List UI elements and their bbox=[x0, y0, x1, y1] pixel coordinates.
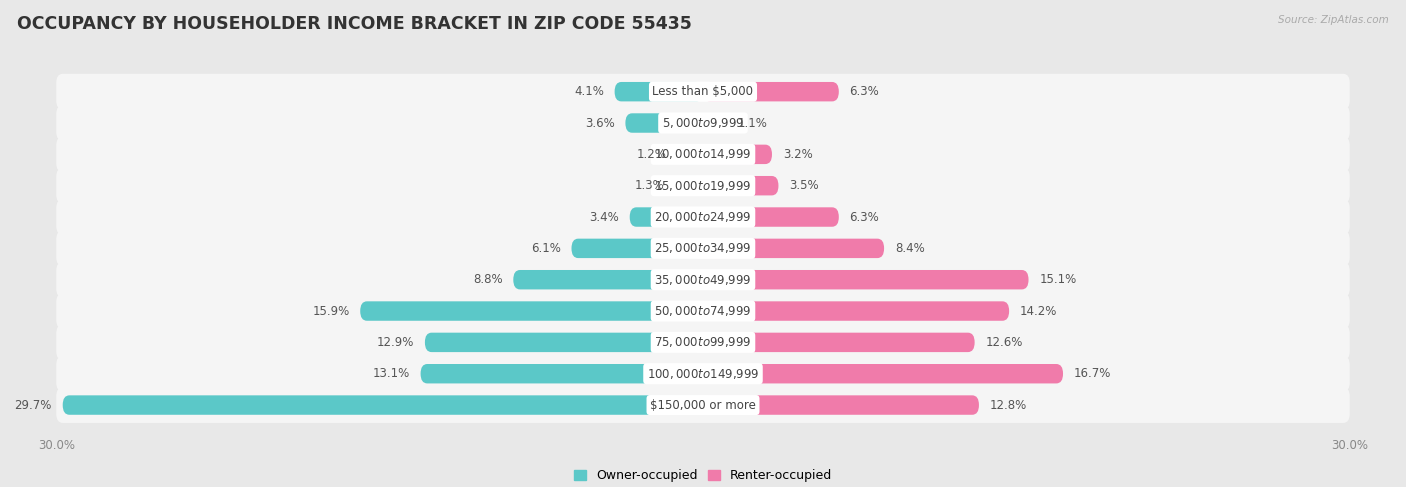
Text: 3.4%: 3.4% bbox=[589, 210, 619, 224]
FancyBboxPatch shape bbox=[703, 176, 779, 195]
Text: $10,000 to $14,999: $10,000 to $14,999 bbox=[654, 148, 752, 161]
FancyBboxPatch shape bbox=[420, 364, 703, 383]
FancyBboxPatch shape bbox=[425, 333, 703, 352]
FancyBboxPatch shape bbox=[56, 262, 1350, 298]
Text: $20,000 to $24,999: $20,000 to $24,999 bbox=[654, 210, 752, 224]
FancyBboxPatch shape bbox=[571, 239, 703, 258]
Text: $75,000 to $99,999: $75,000 to $99,999 bbox=[654, 336, 752, 349]
Text: 1.2%: 1.2% bbox=[637, 148, 666, 161]
FancyBboxPatch shape bbox=[678, 145, 703, 164]
Text: 16.7%: 16.7% bbox=[1074, 367, 1111, 380]
FancyBboxPatch shape bbox=[703, 145, 772, 164]
Text: $15,000 to $19,999: $15,000 to $19,999 bbox=[654, 179, 752, 193]
Text: 3.6%: 3.6% bbox=[585, 116, 614, 130]
Text: $150,000 or more: $150,000 or more bbox=[650, 398, 756, 412]
FancyBboxPatch shape bbox=[360, 301, 703, 321]
FancyBboxPatch shape bbox=[56, 105, 1350, 141]
Text: 6.3%: 6.3% bbox=[849, 210, 879, 224]
FancyBboxPatch shape bbox=[56, 293, 1350, 329]
FancyBboxPatch shape bbox=[56, 199, 1350, 235]
FancyBboxPatch shape bbox=[703, 395, 979, 415]
Text: 1.3%: 1.3% bbox=[634, 179, 664, 192]
Text: 15.9%: 15.9% bbox=[312, 304, 350, 318]
Text: $25,000 to $34,999: $25,000 to $34,999 bbox=[654, 242, 752, 255]
Text: 1.1%: 1.1% bbox=[738, 116, 768, 130]
Text: $100,000 to $149,999: $100,000 to $149,999 bbox=[647, 367, 759, 381]
Text: OCCUPANCY BY HOUSEHOLDER INCOME BRACKET IN ZIP CODE 55435: OCCUPANCY BY HOUSEHOLDER INCOME BRACKET … bbox=[17, 15, 692, 33]
Text: 8.4%: 8.4% bbox=[894, 242, 925, 255]
Text: 14.2%: 14.2% bbox=[1019, 304, 1057, 318]
Text: Less than $5,000: Less than $5,000 bbox=[652, 85, 754, 98]
Text: 29.7%: 29.7% bbox=[14, 398, 52, 412]
FancyBboxPatch shape bbox=[56, 74, 1350, 110]
FancyBboxPatch shape bbox=[56, 324, 1350, 360]
Text: 3.5%: 3.5% bbox=[789, 179, 818, 192]
Text: 15.1%: 15.1% bbox=[1039, 273, 1077, 286]
Text: $35,000 to $49,999: $35,000 to $49,999 bbox=[654, 273, 752, 287]
FancyBboxPatch shape bbox=[513, 270, 703, 289]
FancyBboxPatch shape bbox=[703, 239, 884, 258]
Text: Source: ZipAtlas.com: Source: ZipAtlas.com bbox=[1278, 15, 1389, 25]
FancyBboxPatch shape bbox=[56, 356, 1350, 392]
FancyBboxPatch shape bbox=[703, 113, 727, 133]
Legend: Owner-occupied, Renter-occupied: Owner-occupied, Renter-occupied bbox=[568, 464, 838, 487]
FancyBboxPatch shape bbox=[56, 230, 1350, 266]
FancyBboxPatch shape bbox=[614, 82, 703, 101]
Text: 6.1%: 6.1% bbox=[531, 242, 561, 255]
Text: 3.2%: 3.2% bbox=[783, 148, 813, 161]
FancyBboxPatch shape bbox=[675, 176, 703, 195]
FancyBboxPatch shape bbox=[703, 364, 1063, 383]
FancyBboxPatch shape bbox=[703, 333, 974, 352]
Text: 4.1%: 4.1% bbox=[574, 85, 603, 98]
FancyBboxPatch shape bbox=[703, 82, 839, 101]
Text: 12.8%: 12.8% bbox=[990, 398, 1026, 412]
Text: 13.1%: 13.1% bbox=[373, 367, 409, 380]
FancyBboxPatch shape bbox=[630, 207, 703, 227]
FancyBboxPatch shape bbox=[56, 387, 1350, 423]
Text: 12.6%: 12.6% bbox=[986, 336, 1022, 349]
FancyBboxPatch shape bbox=[56, 168, 1350, 204]
Text: 12.9%: 12.9% bbox=[377, 336, 415, 349]
FancyBboxPatch shape bbox=[703, 270, 1029, 289]
Text: $5,000 to $9,999: $5,000 to $9,999 bbox=[662, 116, 744, 130]
Text: 8.8%: 8.8% bbox=[472, 273, 502, 286]
FancyBboxPatch shape bbox=[703, 207, 839, 227]
FancyBboxPatch shape bbox=[626, 113, 703, 133]
FancyBboxPatch shape bbox=[703, 301, 1010, 321]
Text: 6.3%: 6.3% bbox=[849, 85, 879, 98]
FancyBboxPatch shape bbox=[63, 395, 703, 415]
Text: $50,000 to $74,999: $50,000 to $74,999 bbox=[654, 304, 752, 318]
FancyBboxPatch shape bbox=[56, 136, 1350, 172]
